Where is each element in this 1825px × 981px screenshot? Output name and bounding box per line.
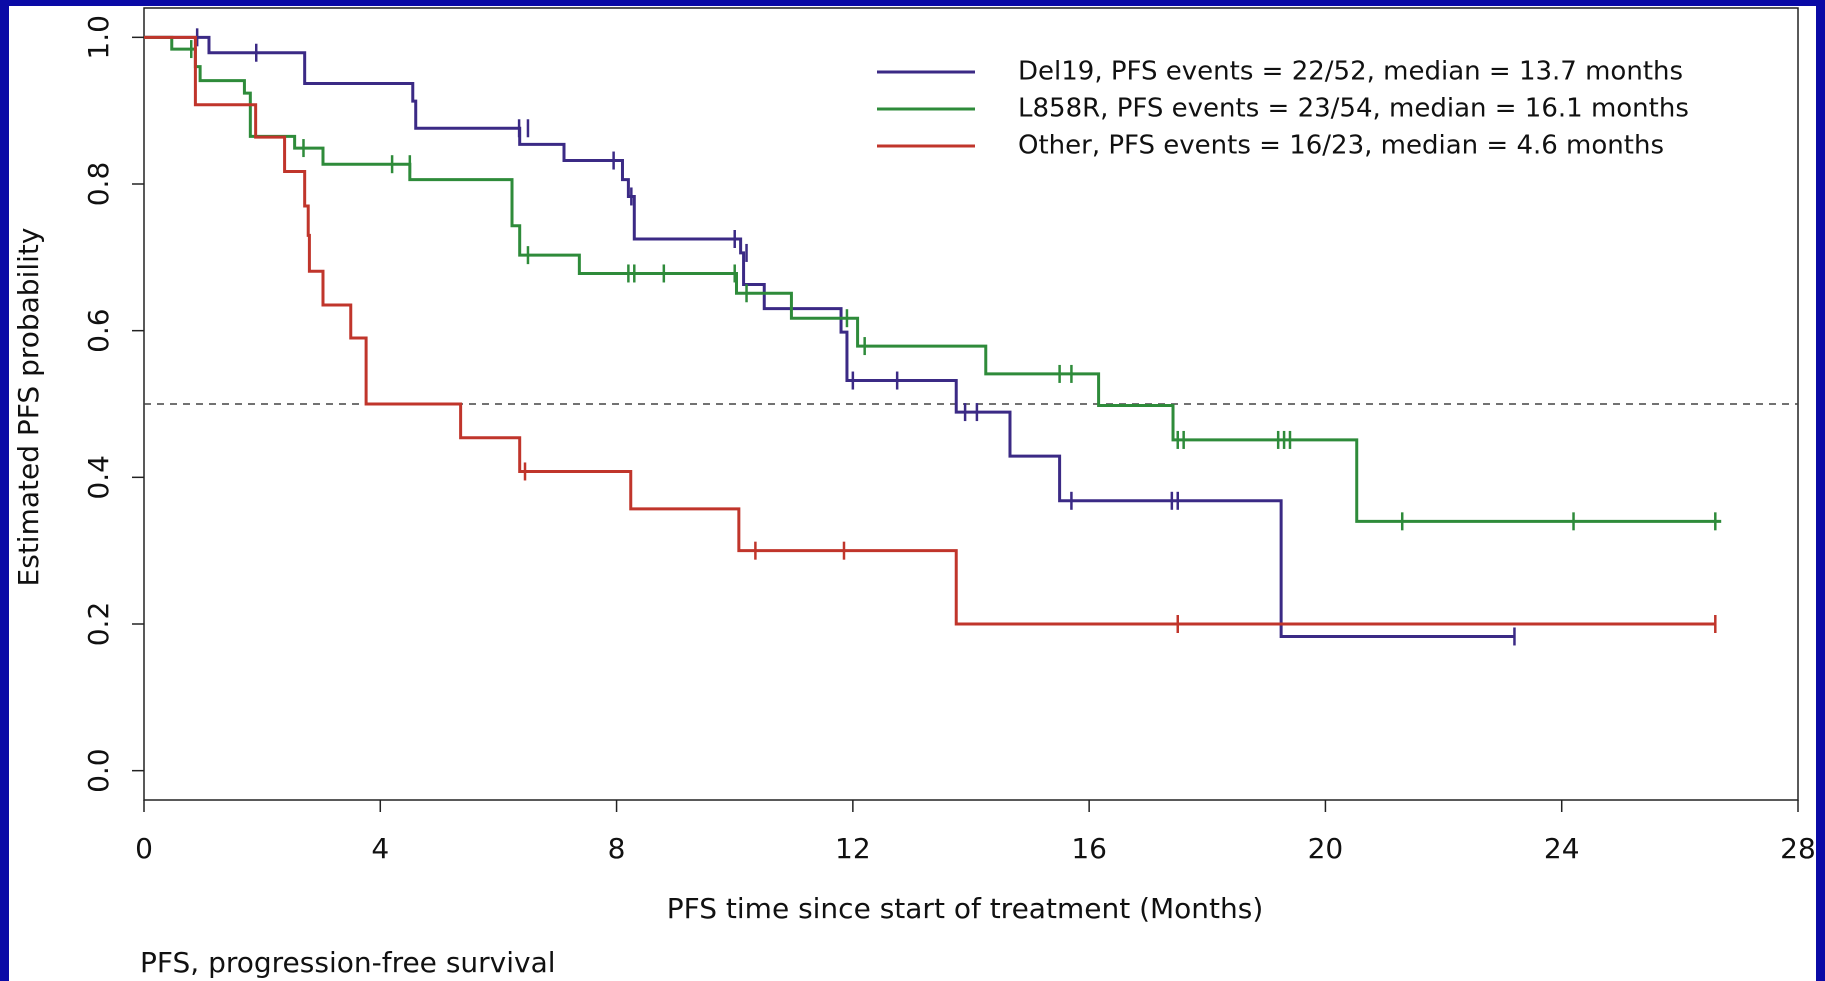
x-tick-label: 4 (371, 832, 389, 865)
x-tick-label: 16 (1071, 832, 1107, 865)
y-axis-label: Estimated PFS probability (12, 228, 45, 587)
x-tick-label: 12 (835, 832, 871, 865)
x-tick-label: 0 (135, 832, 153, 865)
chart-background (9, 6, 1816, 981)
footnote: PFS, progression-free survival (140, 946, 556, 979)
x-tick-label: 8 (608, 832, 626, 865)
y-tick-label: 1.0 (82, 15, 115, 60)
y-tick-label: 0.2 (82, 602, 115, 647)
y-tick-label: 0.4 (82, 455, 115, 500)
legend-text: Other, PFS events = 16/23, median = 4.6 … (1018, 131, 1664, 161)
x-tick-label: 20 (1308, 832, 1344, 865)
y-tick-label: 0.8 (82, 162, 115, 207)
y-tick-label: 0.6 (82, 308, 115, 353)
legend-text: Del19, PFS events = 22/52, median = 13.7… (1018, 57, 1683, 87)
survival-curve (144, 35, 1515, 638)
x-axis-label: PFS time since start of treatment (Month… (667, 892, 1264, 925)
x-tick-label: 24 (1544, 832, 1580, 865)
survival-curve (144, 35, 1722, 523)
x-tick-label: 28 (1780, 832, 1816, 865)
survival-curve (144, 35, 1716, 626)
legend-text: L858R, PFS events = 23/54, median = 16.1… (1018, 94, 1689, 124)
y-tick-label: 0.0 (82, 748, 115, 793)
